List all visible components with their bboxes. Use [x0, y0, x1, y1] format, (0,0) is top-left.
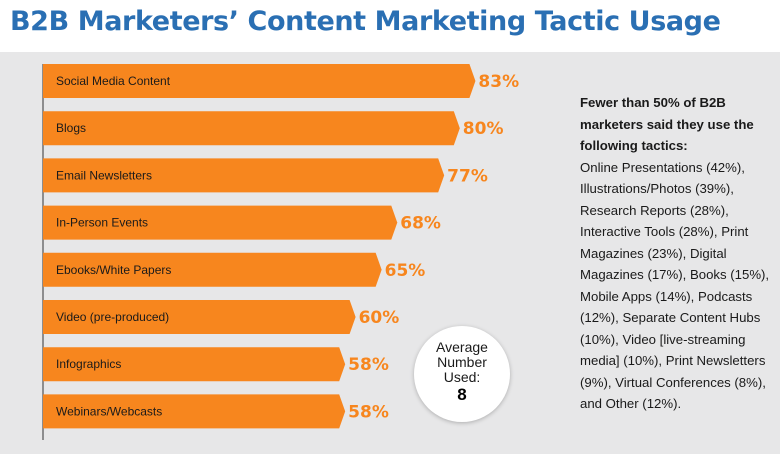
side-note: Fewer than 50% of B2B marketers said the… — [580, 92, 775, 415]
bar — [43, 205, 398, 240]
bar — [43, 158, 445, 193]
bar-category-label: Social Media Content — [56, 74, 171, 88]
bar — [43, 111, 460, 146]
bar-value-label: 58% — [348, 355, 389, 375]
bar — [43, 347, 346, 382]
bar-category-label: Video (pre-produced) — [56, 310, 169, 324]
bar-value-label: 68% — [400, 214, 441, 234]
side-note-heading: Fewer than 50% of B2B marketers said the… — [580, 95, 754, 153]
bar-category-label: In-Person Events — [56, 216, 148, 230]
bar-value-label: 58% — [348, 402, 389, 422]
average-label: Average Number Used: — [436, 339, 488, 385]
bar-category-label: Email Newsletters — [56, 168, 152, 182]
bar-value-label: 80% — [463, 119, 504, 139]
bar — [43, 394, 346, 429]
bar-value-label: 65% — [385, 261, 426, 281]
bar-value-label: 60% — [359, 308, 400, 328]
bar-category-label: Ebooks/White Papers — [56, 263, 171, 277]
average-badge: Average Number Used: 8 — [414, 326, 510, 422]
bar-category-label: Blogs — [56, 121, 86, 135]
average-value: 8 — [457, 385, 467, 404]
bar-value-label: 83% — [478, 72, 519, 92]
bar-category-label: Infographics — [56, 357, 121, 371]
bar — [43, 252, 382, 287]
bar-category-label: Webinars/Webcasts — [56, 404, 162, 418]
bar-value-label: 77% — [447, 166, 488, 186]
bar — [43, 300, 356, 334]
chart-title: B2B Marketers’ Content Marketing Tactic … — [10, 6, 721, 37]
bar — [43, 64, 476, 98]
side-note-body: Online Presentations (42%), Illustration… — [580, 159, 770, 412]
bars-group: Social Media Content 83% Blogs 80% Email New… — [43, 64, 519, 429]
